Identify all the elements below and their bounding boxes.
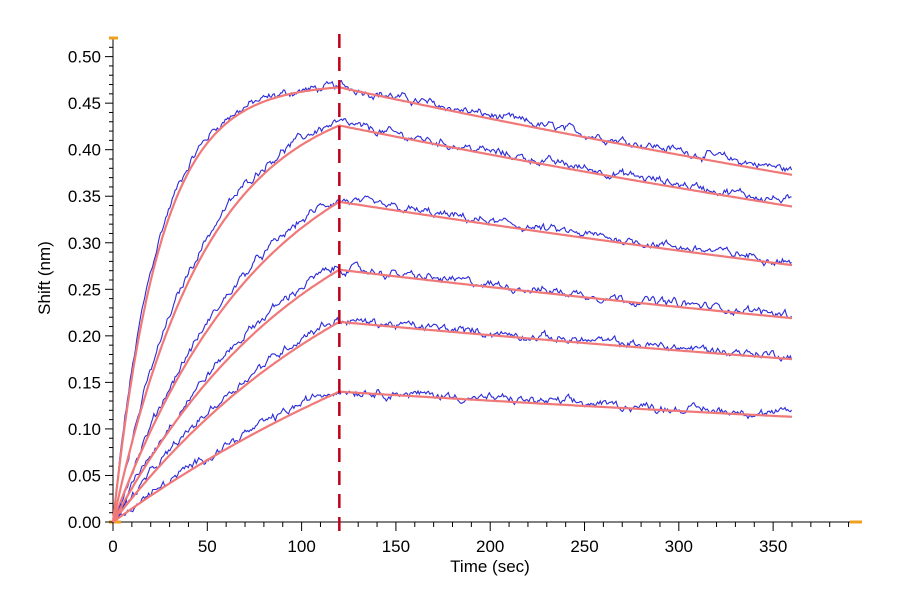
y-tick-label: 0.00 xyxy=(68,513,101,532)
data-curve-4 xyxy=(112,261,792,523)
series-5 xyxy=(112,316,793,523)
series-layer xyxy=(111,79,793,523)
fit-curve-5 xyxy=(112,320,793,523)
data-curve-3 xyxy=(112,195,792,523)
y-tick-label: 0.30 xyxy=(68,234,101,253)
series-2 xyxy=(111,118,793,523)
x-tick-label: 200 xyxy=(476,537,504,556)
fit-curve-2 xyxy=(111,124,793,523)
x-tick-label: 150 xyxy=(382,537,410,556)
fit-curve-6 xyxy=(112,390,793,523)
fit-curve-4 xyxy=(112,268,793,523)
x-tick-label: 250 xyxy=(570,537,598,556)
y-tick-label: 0.50 xyxy=(68,48,101,67)
y-tick-label: 0.15 xyxy=(68,373,101,392)
fit-curve-3 xyxy=(111,200,793,523)
y-tick-label: 0.10 xyxy=(68,420,101,439)
y-tick-label: 0.35 xyxy=(68,187,101,206)
axes: 0 50 100 150 200 250 300 350 0.00 0.05 0.10 0.15 0.2… xyxy=(68,36,862,556)
fit-curve-1 xyxy=(111,86,793,523)
y-tick-label: 0.45 xyxy=(68,94,101,113)
x-tick-label: 300 xyxy=(665,537,693,556)
series-1 xyxy=(111,79,793,523)
data-curve-5 xyxy=(112,316,793,523)
series-4 xyxy=(112,261,793,523)
y-tick-label: 0.05 xyxy=(68,466,101,485)
y-tick-label: 0.25 xyxy=(68,280,101,299)
x-tick-label: 0 xyxy=(108,537,117,556)
series-6 xyxy=(112,388,793,523)
y-tick-label: 0.40 xyxy=(68,141,101,160)
x-tick-label: 50 xyxy=(198,537,217,556)
y-tick-label: 0.20 xyxy=(68,327,101,346)
series-3 xyxy=(111,195,793,523)
x-tick-label: 350 xyxy=(759,537,787,556)
x-tick-label: 100 xyxy=(287,537,315,556)
x-axis-title: Time (sec) xyxy=(450,557,530,576)
y-axis-title: Shift (nm) xyxy=(35,241,54,315)
